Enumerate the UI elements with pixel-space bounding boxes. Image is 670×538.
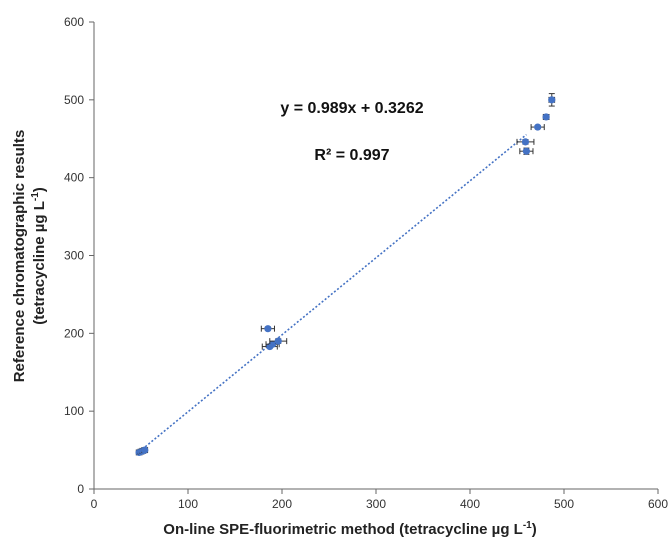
trendline	[138, 134, 527, 453]
x-tick-label: 300	[366, 497, 386, 511]
y-axis-title: Reference chromatographic results (tetra…	[11, 130, 48, 383]
y-tick-label: 600	[64, 15, 84, 29]
data-point	[548, 93, 556, 107]
x-tick-label: 500	[554, 497, 574, 511]
y-tick-label: 300	[64, 249, 84, 263]
y-tick-label: 200	[64, 326, 84, 340]
data-point-marker	[542, 113, 550, 121]
y-axis-title-line2: (tetracycline µg L-1)	[30, 187, 48, 325]
data-point	[542, 113, 550, 121]
regression-equation: y = 0.989x + 0.3262	[280, 100, 423, 117]
data-point	[530, 123, 545, 131]
x-tick-label: 400	[460, 497, 480, 511]
y-tick-label: 0	[77, 482, 84, 496]
data-point	[269, 337, 288, 345]
data-point-marker	[521, 138, 530, 146]
x-axis-title: On-line SPE-fluorimetric method (tetracy…	[163, 520, 536, 538]
data-point-marker	[269, 340, 277, 348]
data-point-marker	[522, 147, 531, 155]
x-tick-label: 200	[272, 497, 292, 511]
y-tick-label: 400	[64, 171, 84, 185]
data-point-marker	[548, 96, 556, 104]
y-tick-label: 100	[64, 404, 84, 418]
data-point	[260, 325, 275, 333]
y-tick-label: 500	[64, 93, 84, 107]
data-point-marker	[274, 337, 282, 345]
data-point	[516, 138, 535, 146]
y-axis-title-line1: Reference chromatographic results	[11, 130, 28, 383]
x-tick-label: 600	[648, 497, 668, 511]
r-squared-label: R² = 0.997	[314, 147, 389, 164]
data-point-marker	[141, 446, 149, 454]
x-tick-label: 100	[178, 497, 198, 511]
data-point-marker	[534, 123, 542, 131]
x-tick-label: 0	[91, 497, 98, 511]
data-point	[141, 446, 149, 454]
data-point-marker	[264, 325, 272, 333]
data-point	[519, 147, 534, 155]
